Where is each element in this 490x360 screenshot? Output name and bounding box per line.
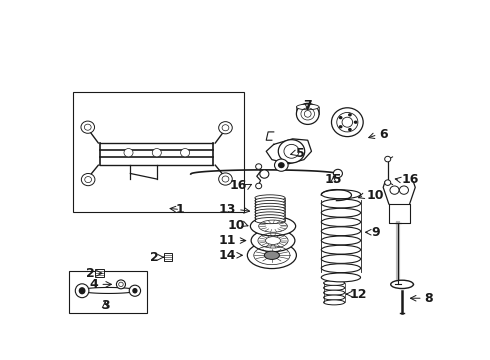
Ellipse shape xyxy=(81,174,95,186)
Text: 10: 10 xyxy=(228,219,245,232)
Ellipse shape xyxy=(255,215,285,221)
Ellipse shape xyxy=(321,190,361,199)
Ellipse shape xyxy=(75,284,89,298)
Ellipse shape xyxy=(323,285,344,290)
Ellipse shape xyxy=(278,162,285,168)
Text: 14: 14 xyxy=(219,249,236,262)
Text: 16: 16 xyxy=(229,179,246,193)
Ellipse shape xyxy=(321,255,361,264)
Ellipse shape xyxy=(255,217,285,224)
Ellipse shape xyxy=(323,290,344,295)
Ellipse shape xyxy=(278,140,305,163)
Ellipse shape xyxy=(321,236,361,245)
Ellipse shape xyxy=(323,295,344,300)
Ellipse shape xyxy=(129,285,141,296)
Text: 3: 3 xyxy=(101,299,109,312)
Ellipse shape xyxy=(339,125,343,129)
Ellipse shape xyxy=(255,203,285,210)
Ellipse shape xyxy=(250,216,295,236)
Ellipse shape xyxy=(181,149,190,157)
Ellipse shape xyxy=(321,227,361,236)
Bar xyxy=(69,270,147,314)
Ellipse shape xyxy=(321,217,361,226)
Ellipse shape xyxy=(332,108,363,136)
Ellipse shape xyxy=(321,264,361,273)
Ellipse shape xyxy=(255,212,285,218)
Ellipse shape xyxy=(323,300,344,305)
Ellipse shape xyxy=(348,128,352,131)
Ellipse shape xyxy=(342,117,353,127)
Ellipse shape xyxy=(81,121,95,133)
Text: 4: 4 xyxy=(90,278,98,291)
Ellipse shape xyxy=(79,287,85,294)
Bar xyxy=(164,253,172,261)
Text: 1: 1 xyxy=(176,203,185,216)
Ellipse shape xyxy=(255,206,285,212)
Ellipse shape xyxy=(321,199,361,208)
Ellipse shape xyxy=(321,273,361,282)
Ellipse shape xyxy=(247,242,296,269)
Ellipse shape xyxy=(323,280,344,285)
Ellipse shape xyxy=(274,159,288,171)
Ellipse shape xyxy=(219,173,232,185)
Ellipse shape xyxy=(296,104,319,110)
Bar xyxy=(73,92,244,212)
Ellipse shape xyxy=(255,195,285,201)
Ellipse shape xyxy=(321,245,361,254)
Ellipse shape xyxy=(391,280,414,288)
Ellipse shape xyxy=(385,156,391,162)
Ellipse shape xyxy=(348,113,352,117)
Ellipse shape xyxy=(255,209,285,215)
Text: 16: 16 xyxy=(402,174,419,186)
Text: 11: 11 xyxy=(219,234,236,247)
Ellipse shape xyxy=(260,170,269,178)
Ellipse shape xyxy=(255,201,285,207)
Bar xyxy=(95,269,103,278)
Ellipse shape xyxy=(339,116,343,119)
Text: 6: 6 xyxy=(379,128,388,141)
Ellipse shape xyxy=(219,122,232,134)
Ellipse shape xyxy=(264,251,279,260)
Ellipse shape xyxy=(117,280,125,289)
Text: 7: 7 xyxy=(303,99,312,112)
Ellipse shape xyxy=(390,186,399,194)
Ellipse shape xyxy=(354,121,358,124)
Ellipse shape xyxy=(255,198,285,204)
Text: 2: 2 xyxy=(86,267,95,280)
Ellipse shape xyxy=(124,149,133,157)
Text: 8: 8 xyxy=(425,292,433,305)
Ellipse shape xyxy=(399,186,409,194)
Ellipse shape xyxy=(266,237,281,244)
Ellipse shape xyxy=(321,208,361,217)
Ellipse shape xyxy=(152,149,161,157)
Text: 15: 15 xyxy=(325,173,342,186)
Text: 5: 5 xyxy=(296,147,305,160)
Ellipse shape xyxy=(132,288,138,293)
Ellipse shape xyxy=(333,169,343,177)
Ellipse shape xyxy=(296,103,319,125)
Ellipse shape xyxy=(385,180,391,185)
Text: 13: 13 xyxy=(219,203,236,216)
Ellipse shape xyxy=(251,229,295,252)
Text: 9: 9 xyxy=(372,226,381,239)
Text: 12: 12 xyxy=(349,288,367,301)
Ellipse shape xyxy=(256,164,262,169)
Ellipse shape xyxy=(304,111,311,117)
Text: 10: 10 xyxy=(366,189,384,202)
Ellipse shape xyxy=(256,183,262,189)
Text: 2: 2 xyxy=(150,251,159,264)
